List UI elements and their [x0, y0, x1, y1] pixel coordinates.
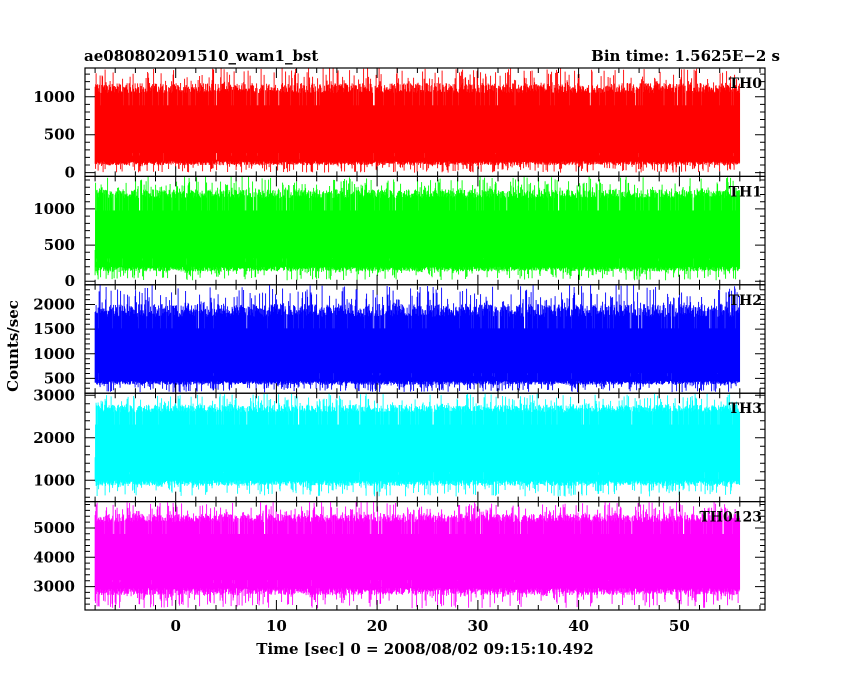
y-axis-label: Counts/sec [4, 300, 22, 392]
x-tick-label: 50 [669, 617, 690, 635]
axis-ticks [85, 176, 765, 285]
panel-label: TH1 [729, 184, 762, 200]
x-tick-label: 30 [467, 617, 488, 635]
object-name: ae080802091510_wam1_bst [84, 47, 318, 65]
series-line-th2 [94, 284, 741, 393]
axis-ticks [85, 501, 765, 611]
x-tick-label: 10 [266, 617, 287, 635]
x-axis-label: Time [sec] 0 = 2008/08/02 09:15:10.492 [256, 640, 593, 658]
series-line-th3 [94, 393, 741, 497]
panel-th1: 0 500 1000 TH1 [33, 175, 766, 290]
panel-label: TH3 [729, 401, 762, 417]
axis-ticks [85, 393, 765, 502]
x-tick-label: 40 [568, 617, 589, 635]
y-tick-label: 1000 [33, 88, 75, 106]
y-tick-label: 2000 [33, 429, 75, 447]
panel-th2: 500 1000 1500 2000 TH2 [33, 284, 766, 394]
panel-th0123: 3000 4000 5000 TH0123 [33, 501, 766, 611]
bin-time-label: Bin time: 1.5625E−2 s [591, 47, 780, 65]
panel-frame [84, 501, 766, 611]
y-tick-label: 0 [65, 272, 75, 290]
y-tick-label: 1000 [33, 345, 75, 363]
y-tick-label: 4000 [33, 548, 75, 566]
y-tick-label: 3000 [33, 386, 75, 404]
x-tick-label: 0 [170, 617, 180, 635]
panel-th0: 0 500 1000 TH0 [33, 67, 766, 182]
panel-label: TH0 [729, 76, 763, 92]
panel-label: TH2 [729, 293, 762, 309]
series-line-th0 [94, 68, 741, 173]
series-line-th1 [94, 176, 741, 281]
x-tick-label: 20 [367, 617, 388, 635]
y-tick-label: 1000 [33, 200, 75, 218]
y-tick-label: 1000 [33, 471, 75, 489]
series-line-th0123 [94, 501, 741, 609]
y-tick-label: 3000 [33, 578, 75, 596]
panel-th3: 1000 2000 3000 TH3 [33, 386, 766, 503]
y-tick-label: 1500 [33, 320, 75, 338]
y-tick-label: 5000 [33, 519, 75, 537]
axis-ticks [85, 68, 765, 177]
y-tick-label: 2000 [33, 296, 75, 314]
y-tick-label: 500 [44, 126, 75, 144]
y-tick-label: 500 [44, 236, 75, 254]
y-tick-label: 0 [65, 164, 75, 182]
y-tick-label: 500 [44, 369, 75, 387]
axis-ticks [85, 284, 765, 394]
panel-label: TH0123 [699, 510, 762, 526]
